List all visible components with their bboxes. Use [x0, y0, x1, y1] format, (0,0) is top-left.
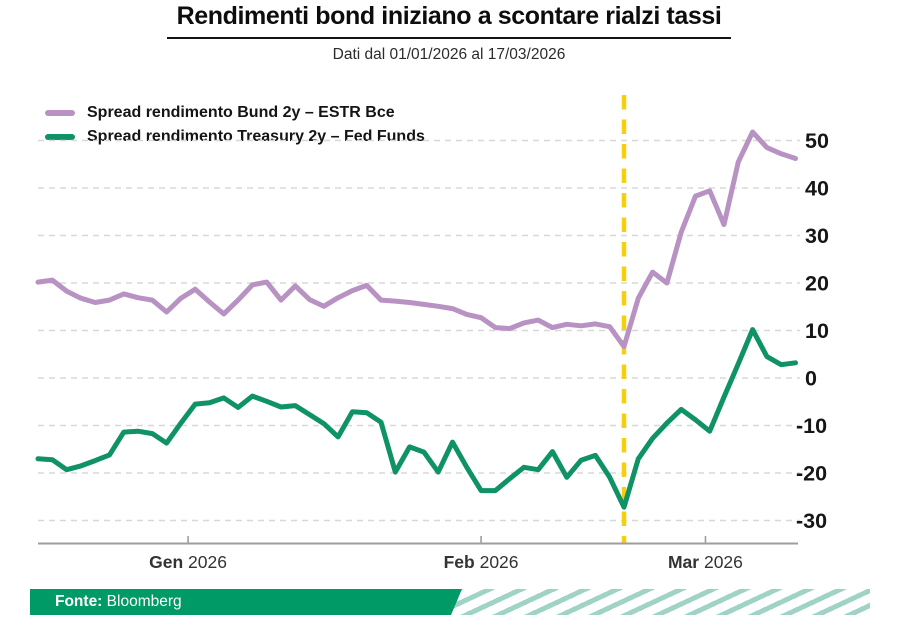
- y-tick-label: 40: [805, 177, 829, 201]
- y-tick-label: -10: [796, 414, 827, 438]
- series-line-treasury: [35, 327, 798, 510]
- y-tick-label: -20: [796, 462, 827, 486]
- page-title: Rendimenti bond iniziano a scontare rial…: [166, 2, 732, 39]
- series-line-bund: [35, 129, 798, 350]
- legend-item-bund: Spread rendimento Bund 2y – ESTR Bce: [45, 101, 425, 125]
- footer-stripes-decoration: [452, 589, 870, 615]
- x-tick-label: Gen 2026: [149, 552, 227, 572]
- legend-swatch-treasury: [45, 134, 75, 140]
- y-tick-label: 30: [805, 224, 829, 248]
- source-label: Fonte:: [55, 593, 103, 610]
- y-tick-label: 50: [805, 129, 829, 153]
- y-tick-label: 20: [805, 272, 829, 296]
- chart-subtitle: Dati dal 01/01/2026 al 17/03/2026: [332, 46, 566, 63]
- chart-header: Rendimenti bond iniziano a scontare rial…: [0, 2, 898, 64]
- y-tick-label: 0: [805, 367, 817, 391]
- source-bar: Fonte: Bloomberg: [30, 589, 462, 615]
- source-text: Fonte: Bloomberg: [55, 593, 182, 611]
- source-value: Bloomberg: [106, 593, 182, 610]
- x-tick-label: Mar 2026: [668, 552, 743, 572]
- legend-swatch-bund: [45, 110, 75, 116]
- x-tick-label: Feb 2026: [444, 552, 519, 572]
- legend-label-bund: Spread rendimento Bund 2y – ESTR Bce: [87, 104, 395, 121]
- y-tick-label: -30: [796, 509, 827, 533]
- y-tick-label: 10: [805, 319, 829, 343]
